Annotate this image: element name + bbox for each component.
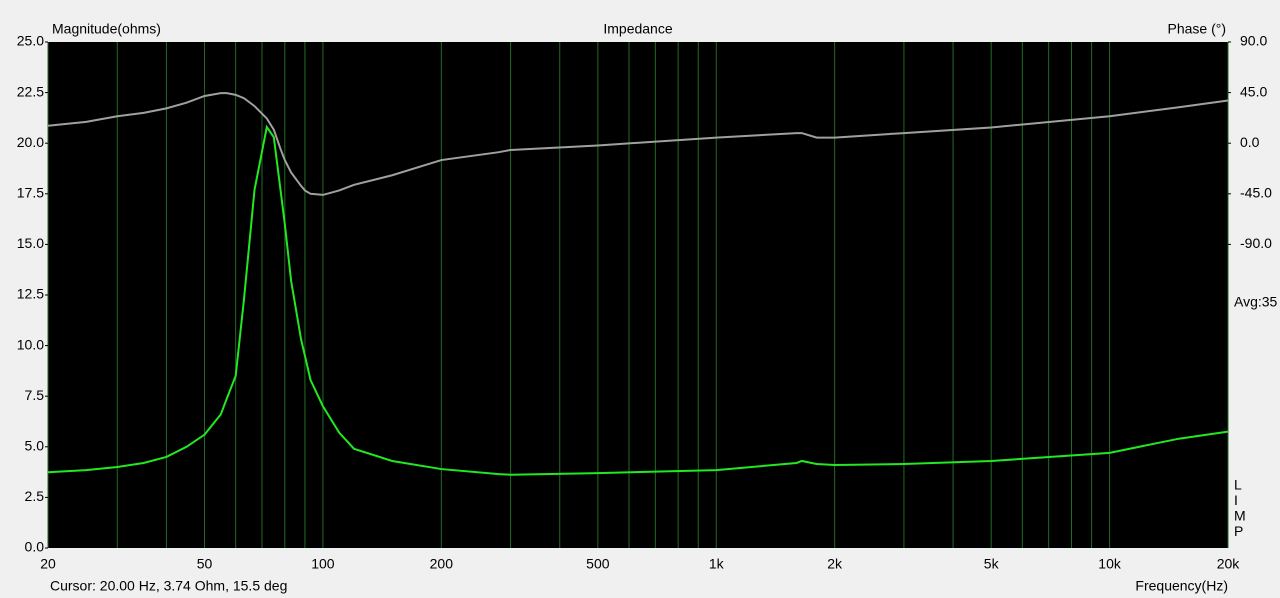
y2-tick-label: 45.0: [1240, 83, 1267, 99]
cursor-readout: Cursor: 20.00 Hz, 3.74 Ohm, 15.5 deg: [50, 578, 287, 594]
y-axis-label: Magnitude(ohms): [52, 21, 161, 37]
y-tick-label: 17.5: [17, 185, 44, 201]
side-letter: P: [1234, 523, 1243, 539]
x-tick-label: 10k: [1098, 556, 1122, 572]
x-tick-label: 5k: [984, 556, 1000, 572]
y2-tick-label: -90.0: [1240, 235, 1272, 251]
y2-axis-label: Phase (°): [1167, 21, 1226, 37]
y-tick-label: 20.0: [17, 134, 44, 150]
side-letter: M: [1234, 508, 1246, 524]
x-axis-label: Frequency(Hz): [1135, 578, 1228, 594]
x-tick-label: 20: [40, 556, 56, 572]
x-tick-label: 1k: [709, 556, 725, 572]
avg-label: Avg:35: [1234, 294, 1278, 310]
side-letter: L: [1234, 477, 1242, 493]
x-tick-label: 2k: [827, 556, 843, 572]
y2-tick-label: 90.0: [1240, 33, 1267, 49]
side-letter: I: [1234, 492, 1238, 508]
x-tick-label: 200: [430, 556, 454, 572]
y-tick-label: 5.0: [25, 438, 45, 454]
x-tick-label: 500: [586, 556, 610, 572]
y-tick-label: 25.0: [17, 33, 44, 49]
y-tick-label: 7.5: [25, 387, 45, 403]
y2-tick-label: -45.0: [1240, 185, 1272, 201]
x-tick-label: 20k: [1217, 556, 1241, 572]
y-tick-label: 22.5: [17, 83, 44, 99]
chart-title: Impedance: [603, 21, 672, 37]
y-tick-label: 15.0: [17, 235, 44, 251]
series-line: [47, 92, 1229, 196]
y-tick-label: 0.0: [25, 539, 45, 555]
y-tick-label: 2.5: [25, 488, 45, 504]
x-tick-label: 100: [311, 556, 335, 572]
y2-tick-label: 0.0: [1240, 134, 1260, 150]
series-line: [47, 124, 1229, 476]
x-tick-label: 50: [197, 556, 213, 572]
y-tick-label: 10.0: [17, 336, 44, 352]
y-tick-label: 12.5: [17, 286, 44, 302]
